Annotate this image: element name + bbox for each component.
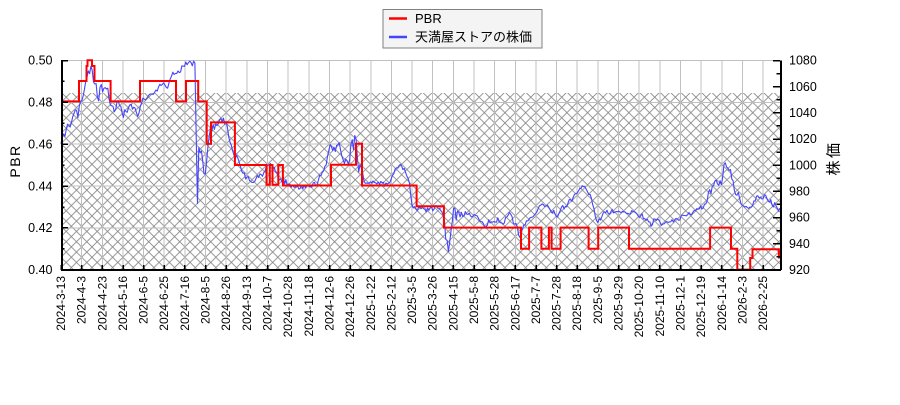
svg-text:0.50: 0.50	[28, 54, 52, 68]
svg-text:2025-7-28: 2025-7-28	[550, 276, 564, 331]
svg-text:2025-5-8: 2025-5-8	[467, 276, 481, 324]
svg-text:1020: 1020	[789, 132, 817, 146]
svg-text:960: 960	[789, 211, 810, 225]
svg-text:2025-9-5: 2025-9-5	[591, 276, 605, 324]
svg-text:天満屋ストアの株価: 天満屋ストアの株価	[415, 30, 532, 45]
svg-text:PBR: PBR	[415, 11, 442, 26]
svg-text:2026-1-14: 2026-1-14	[715, 276, 729, 331]
svg-text:2024-8-26: 2024-8-26	[219, 276, 233, 331]
svg-text:920: 920	[789, 263, 810, 277]
svg-text:2024-4-3: 2024-4-3	[75, 276, 89, 324]
svg-text:2025-3-26: 2025-3-26	[426, 276, 440, 331]
svg-text:2025-12-1: 2025-12-1	[674, 276, 688, 331]
svg-text:1080: 1080	[789, 54, 817, 68]
svg-text:0.46: 0.46	[28, 137, 52, 151]
svg-text:2025-2-12: 2025-2-12	[384, 276, 398, 331]
svg-text:0.40: 0.40	[28, 263, 52, 277]
svg-text:2024-8-5: 2024-8-5	[199, 276, 213, 324]
svg-text:2024-9-13: 2024-9-13	[240, 276, 254, 331]
svg-text:940: 940	[789, 237, 810, 251]
svg-text:2026-2-3: 2026-2-3	[736, 276, 750, 324]
svg-text:2024-10-7: 2024-10-7	[261, 276, 275, 331]
svg-text:2024-12-26: 2024-12-26	[343, 276, 357, 338]
svg-text:2024-10-28: 2024-10-28	[281, 276, 295, 338]
svg-text:2024-4-23: 2024-4-23	[95, 276, 109, 331]
svg-text:2024-6-25: 2024-6-25	[157, 276, 171, 331]
svg-text:0.48: 0.48	[28, 96, 52, 110]
svg-text:1040: 1040	[789, 106, 817, 120]
svg-text:2024-3-13: 2024-3-13	[54, 276, 68, 331]
svg-text:2025-8-18: 2025-8-18	[570, 276, 584, 331]
svg-text:2025-11-10: 2025-11-10	[653, 276, 667, 337]
svg-text:1000: 1000	[789, 158, 817, 172]
svg-text:2025-3-5: 2025-3-5	[405, 276, 419, 324]
svg-text:株価: 株価	[826, 140, 843, 175]
svg-text:PBR: PBR	[7, 144, 23, 177]
svg-text:2025-4-15: 2025-4-15	[446, 276, 460, 331]
svg-text:2025-9-29: 2025-9-29	[612, 276, 626, 331]
svg-text:2024-5-16: 2024-5-16	[116, 276, 130, 331]
svg-text:2025-7-7: 2025-7-7	[529, 276, 543, 324]
svg-text:2025-10-20: 2025-10-20	[632, 276, 646, 338]
svg-text:2024-12-6: 2024-12-6	[323, 276, 337, 331]
svg-text:1060: 1060	[789, 80, 817, 94]
svg-text:980: 980	[789, 185, 810, 199]
svg-text:2025-5-28: 2025-5-28	[488, 276, 502, 331]
svg-text:2026-2-25: 2026-2-25	[756, 276, 770, 331]
svg-text:0.44: 0.44	[28, 179, 52, 193]
svg-text:2024-11-18: 2024-11-18	[302, 276, 316, 337]
svg-text:2024-6-5: 2024-6-5	[137, 276, 151, 324]
svg-text:2024-7-16: 2024-7-16	[178, 276, 192, 331]
svg-text:2025-12-19: 2025-12-19	[694, 276, 708, 338]
svg-text:2025-6-17: 2025-6-17	[508, 276, 522, 331]
svg-text:0.42: 0.42	[28, 221, 52, 235]
svg-text:2025-1-22: 2025-1-22	[364, 276, 378, 331]
